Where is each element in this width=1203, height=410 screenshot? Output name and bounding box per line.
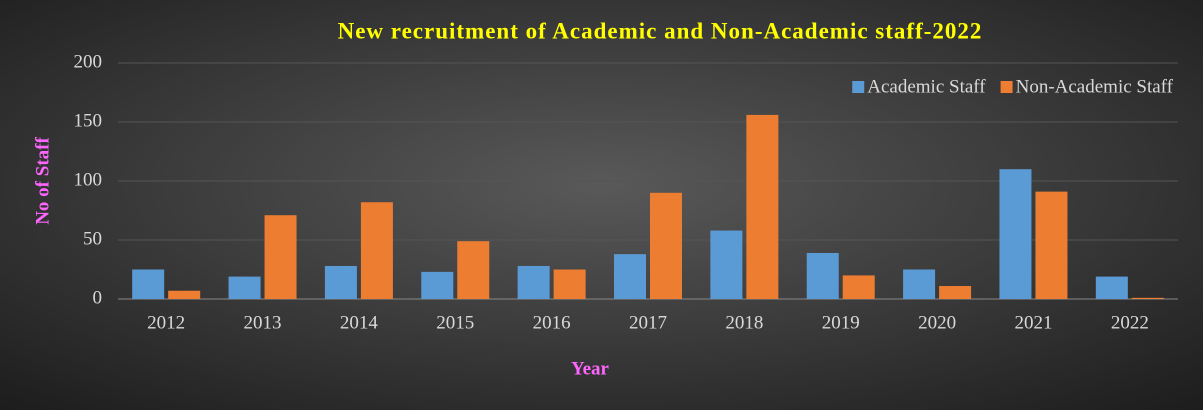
x-tick-label: 2019 (822, 312, 860, 333)
x-axis-title: Year (571, 358, 610, 379)
legend-label: Academic Staff (867, 76, 986, 97)
bar (132, 269, 165, 299)
bar (264, 215, 297, 299)
bar (1035, 191, 1068, 299)
x-tick-label: 2015 (436, 312, 474, 333)
x-tick-label: 2017 (629, 312, 667, 333)
bar (710, 230, 743, 299)
bar (324, 265, 357, 299)
legend-swatch (852, 81, 865, 93)
y-axis-title: No of Staff (32, 137, 53, 225)
x-tick-label: 2014 (340, 312, 379, 333)
x-tick-label: 2021 (1014, 312, 1052, 333)
bar (614, 254, 646, 299)
y-tick-label: 200 (74, 51, 103, 72)
bar (421, 271, 454, 299)
y-tick-label: 100 (74, 169, 103, 190)
bar (746, 114, 779, 299)
legend-label: Non-Academic Staff (1016, 76, 1174, 97)
chart-title: New recruitment of Academic and Non-Acad… (338, 18, 983, 43)
bar (457, 241, 490, 299)
bar (1095, 276, 1128, 299)
bar (842, 275, 875, 299)
bar (903, 269, 936, 299)
x-tick-label: 2020 (918, 312, 956, 333)
x-tick-label: 2013 (244, 312, 282, 333)
bar (553, 269, 586, 299)
bar (1131, 297, 1164, 299)
x-tick-label: 2012 (147, 312, 185, 333)
bar (360, 202, 393, 299)
bar (939, 286, 972, 299)
bar (806, 252, 839, 299)
bar (999, 169, 1032, 299)
x-tick-label: 2016 (533, 312, 571, 333)
x-tick-label: 2018 (725, 312, 763, 333)
bar (168, 290, 201, 299)
bar (228, 276, 261, 299)
bar (517, 265, 550, 299)
x-tick-label: 2022 (1111, 312, 1149, 333)
y-tick-label: 0 (93, 287, 103, 308)
y-tick-label: 50 (83, 228, 102, 249)
y-tick-label: 150 (74, 110, 103, 131)
bar (650, 192, 682, 299)
legend-swatch (1000, 81, 1013, 93)
